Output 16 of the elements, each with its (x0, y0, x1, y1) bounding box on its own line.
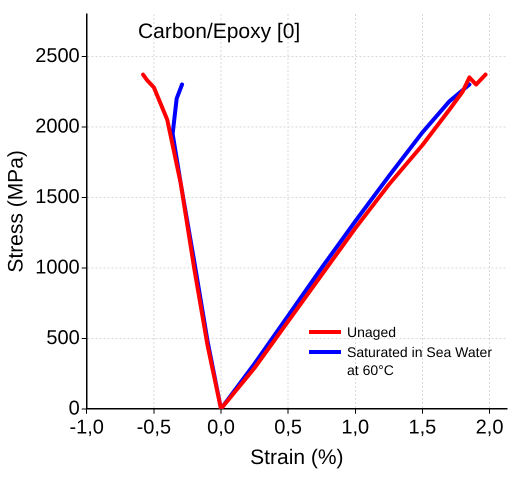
x-tick-label: 1,0 (341, 416, 370, 438)
y-axis-title: Stress (MPa) (4, 150, 28, 273)
y-tick-label: 1500 (35, 186, 80, 208)
x-tick-label: 0,0 (207, 416, 235, 438)
x-tick-label: -0,5 (136, 416, 172, 438)
legend-label: Unaged (347, 323, 396, 341)
x-axis-title: Strain (%) (250, 446, 344, 470)
y-tick-label: 1000 (35, 256, 80, 278)
x-tick-label: 1,5 (408, 416, 436, 438)
y-tick-label: 2500 (35, 44, 80, 67)
x-tick-label: 2,0 (476, 416, 504, 438)
x-tick-label: 0,5 (274, 416, 302, 438)
y-tick-label: 500 (46, 326, 80, 349)
legend-label: Saturated in Sea Water at 60°C (347, 343, 494, 379)
y-tick-label: 2000 (35, 115, 80, 138)
chart-title: Carbon/Epoxy [0] (138, 20, 300, 44)
